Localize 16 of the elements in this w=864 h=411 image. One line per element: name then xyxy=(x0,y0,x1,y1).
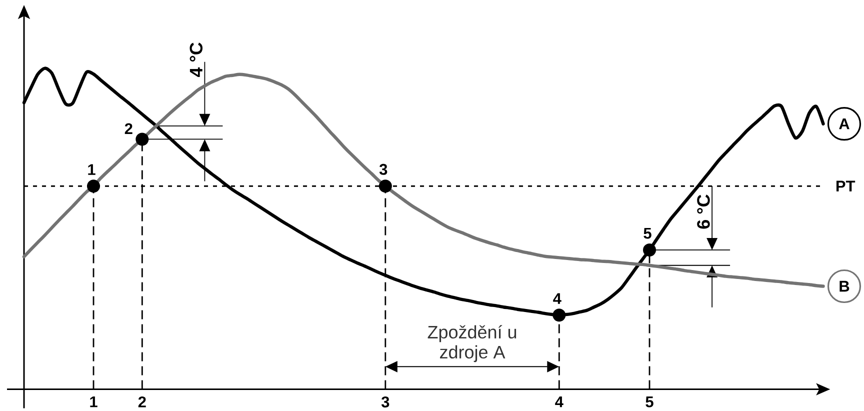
x-tick-label: 1 xyxy=(90,396,98,408)
annotation: 5 xyxy=(644,228,652,239)
legend-label: A xyxy=(839,118,850,130)
annotation: 3 xyxy=(379,164,388,175)
annotation: 1 xyxy=(88,164,96,175)
legend-label: B xyxy=(840,280,850,292)
x-tick-label: 5 xyxy=(646,396,654,408)
annotation: 2 xyxy=(124,123,132,134)
ref-line-label: PT xyxy=(836,180,856,192)
x-tick-label: 4 xyxy=(555,396,564,408)
annotation: 4 xyxy=(553,293,562,304)
annotation: 6 °C xyxy=(697,194,710,229)
x-tick-label: 3 xyxy=(381,396,390,408)
annotation: Zpoždění u zdroje A xyxy=(428,325,516,362)
annotation: 4 °C xyxy=(190,42,203,78)
x-tick-label: 2 xyxy=(138,396,146,408)
